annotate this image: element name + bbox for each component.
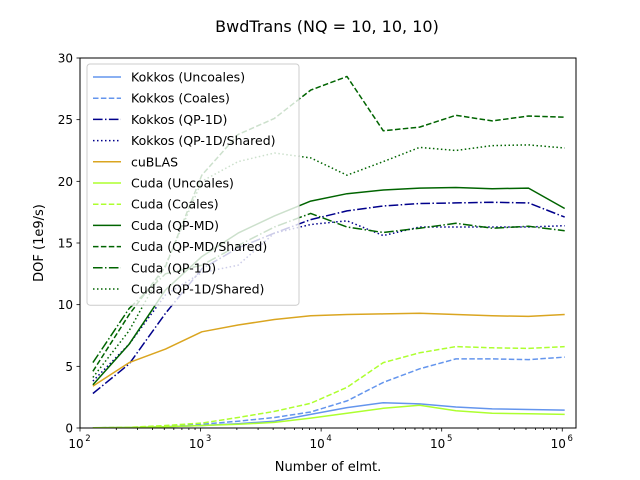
series-line-4: [92, 312, 565, 387]
series-line-6: [92, 345, 565, 429]
legend-label-5: Cuda (Uncoales): [131, 176, 234, 191]
y-axis-label: DOF (1e9/s): [32, 204, 47, 282]
series-line-2: [92, 201, 565, 395]
legend-label-4: cuBLAS: [131, 154, 178, 169]
legend-label-6: Cuda (Coales): [131, 197, 219, 212]
legend-label-0: Kokkos (Uncoales): [131, 70, 245, 85]
series-line-1: [92, 356, 565, 429]
legend-label-10: Cuda (QP-1D/Shared): [131, 282, 264, 297]
y-tick-label-3: 15: [58, 237, 73, 251]
legend-label-3: Kokkos (QP-1D/Shared): [131, 133, 276, 148]
y-axis: 0 5 10 15 20 25 30: [58, 52, 80, 436]
y-tick-label-2: 10: [58, 298, 73, 312]
y-tick-label-5: 25: [58, 113, 73, 127]
x-tick-label-0: 10: [68, 437, 83, 451]
x-tick-exponent-1: 3: [206, 434, 211, 444]
chart-title: BwdTrans (NQ = 10, 10, 10): [215, 17, 439, 36]
legend-label-2: Kokkos (QP-1D): [131, 112, 227, 127]
legend-label-1: Kokkos (Coales): [131, 91, 230, 106]
y-tick-label-6: 30: [58, 52, 73, 66]
x-tick-label-1: 10: [189, 437, 204, 451]
legend-box: [86, 63, 300, 306]
x-tick-exponent-3: 5: [447, 434, 452, 444]
x-tick-exponent-4: 6: [568, 434, 573, 444]
x-tick-exponent-0: 2: [85, 434, 90, 444]
legend-label-9: Cuda (QP-1D): [131, 260, 216, 275]
legend-label-7: Cuda (QP-MD): [131, 218, 219, 233]
legend-label-8: Cuda (QP-MD/Shared): [131, 239, 267, 254]
y-tick-label-0: 0: [65, 422, 73, 436]
x-tick-label-3: 10: [430, 437, 445, 451]
x-tick-label-4: 10: [551, 437, 566, 451]
x-tick-exponent-2: 4: [326, 434, 331, 444]
x-axis-label: Number of elmt.: [275, 460, 382, 475]
y-tick-label-4: 20: [58, 175, 73, 189]
x-tick-label-2: 10: [309, 437, 324, 451]
series-line-9: [92, 212, 565, 364]
y-tick-label-1: 5: [65, 360, 73, 374]
series-line-5: [92, 404, 565, 429]
legend: Kokkos (Uncoales) Kokkos (Coales) Kokkos (…: [86, 63, 300, 306]
x-axis: 10 2 10 3 10 4 10 5 10 6: [68, 428, 573, 451]
